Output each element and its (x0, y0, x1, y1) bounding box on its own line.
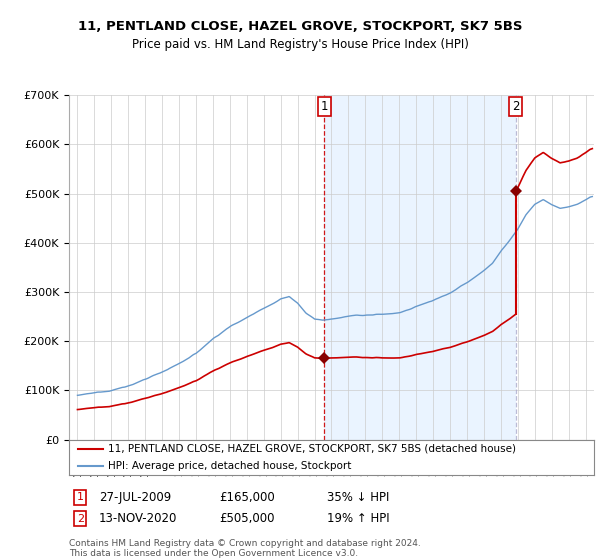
Text: HPI: Average price, detached house, Stockport: HPI: Average price, detached house, Stoc… (109, 461, 352, 471)
Text: 13-NOV-2020: 13-NOV-2020 (99, 512, 178, 525)
Text: 11, PENTLAND CLOSE, HAZEL GROVE, STOCKPORT, SK7 5BS: 11, PENTLAND CLOSE, HAZEL GROVE, STOCKPO… (78, 20, 522, 32)
Text: 2: 2 (77, 514, 84, 524)
Bar (324, 95, 515, 440)
Text: 11, PENTLAND CLOSE, HAZEL GROVE, STOCKPORT, SK7 5BS (detached house): 11, PENTLAND CLOSE, HAZEL GROVE, STOCKPO… (109, 444, 517, 454)
Text: 2: 2 (512, 100, 520, 113)
Text: 35% ↓ HPI: 35% ↓ HPI (327, 491, 389, 504)
Text: £505,000: £505,000 (219, 512, 275, 525)
Text: 1: 1 (320, 100, 328, 113)
Text: £165,000: £165,000 (219, 491, 275, 504)
Text: Price paid vs. HM Land Registry's House Price Index (HPI): Price paid vs. HM Land Registry's House … (131, 38, 469, 50)
Text: 1: 1 (77, 492, 84, 502)
Text: 27-JUL-2009: 27-JUL-2009 (99, 491, 171, 504)
Text: Contains HM Land Registry data © Crown copyright and database right 2024.
This d: Contains HM Land Registry data © Crown c… (69, 539, 421, 558)
Text: 19% ↑ HPI: 19% ↑ HPI (327, 512, 389, 525)
